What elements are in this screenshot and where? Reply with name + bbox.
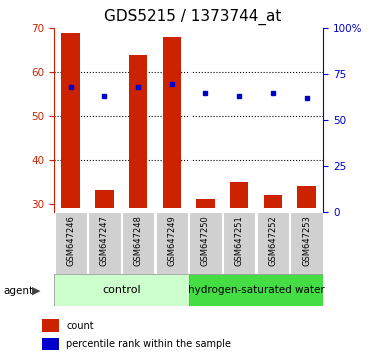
Bar — [62, 33, 80, 208]
Bar — [42, 319, 59, 332]
FancyBboxPatch shape — [55, 212, 87, 274]
Text: GDS5215 / 1373744_at: GDS5215 / 1373744_at — [104, 9, 281, 25]
FancyBboxPatch shape — [189, 212, 222, 274]
Bar — [129, 55, 147, 208]
Text: percentile rank within the sample: percentile rank within the sample — [66, 339, 231, 349]
FancyBboxPatch shape — [257, 212, 289, 274]
FancyBboxPatch shape — [88, 212, 121, 274]
FancyBboxPatch shape — [223, 212, 255, 274]
FancyBboxPatch shape — [290, 212, 323, 274]
Text: hydrogen-saturated water: hydrogen-saturated water — [187, 285, 325, 295]
Bar — [162, 37, 181, 208]
FancyBboxPatch shape — [156, 212, 188, 274]
Bar — [297, 186, 316, 208]
Text: GSM647246: GSM647246 — [66, 216, 75, 266]
Bar — [264, 195, 282, 208]
Text: GSM647248: GSM647248 — [134, 216, 142, 266]
Text: GSM647247: GSM647247 — [100, 216, 109, 266]
Text: GSM647252: GSM647252 — [268, 216, 277, 266]
Text: GSM647251: GSM647251 — [235, 216, 244, 266]
Bar — [196, 199, 215, 208]
Text: GSM647253: GSM647253 — [302, 216, 311, 266]
Text: GSM647250: GSM647250 — [201, 216, 210, 266]
Text: agent: agent — [4, 286, 34, 296]
Bar — [230, 182, 248, 208]
Text: control: control — [102, 285, 141, 295]
Bar — [189, 274, 323, 306]
Text: count: count — [66, 320, 94, 331]
Bar — [95, 190, 114, 208]
FancyBboxPatch shape — [122, 212, 154, 274]
Text: ▶: ▶ — [32, 286, 41, 296]
Text: GSM647249: GSM647249 — [167, 216, 176, 266]
Bar — [42, 338, 59, 350]
Bar — [54, 274, 189, 306]
